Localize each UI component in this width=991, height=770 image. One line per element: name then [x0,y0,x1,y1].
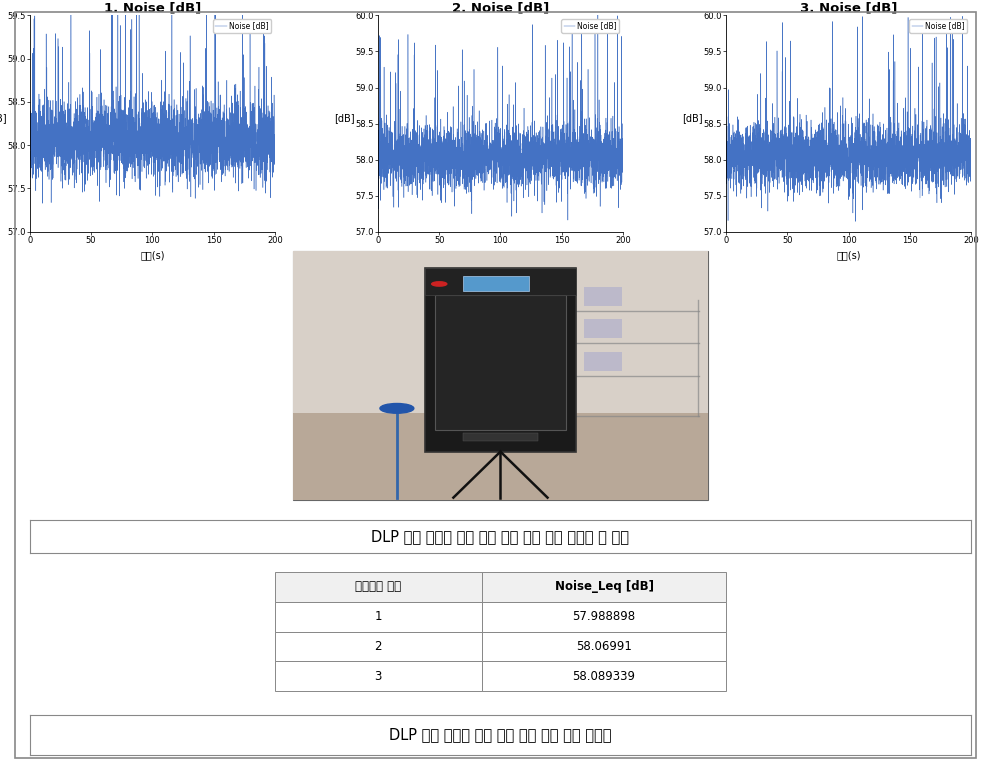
Text: DLP 또는 스캐너 광학 모듈 소음 측정 평균 데이터: DLP 또는 스캐너 광학 모듈 소음 측정 평균 데이터 [389,728,611,742]
Noise [dB] [814,155,826,164]
Title: 3. Noise [dB]: 3. Noise [dB] [800,2,897,14]
Text: 소음진동 시험: 소음진동 시험 [355,581,401,593]
Noise [dB] [37,199,49,208]
Text: 1: 1 [375,610,382,623]
Title: 2. Noise [dB]: 2. Noise [dB] [452,2,549,14]
Line: Noise [dB]: Noise [dB] [726,16,971,222]
Noise [dB] [265,124,276,133]
Bar [275,631,482,661]
Bar [482,572,726,601]
Noise [dB] [825,143,836,152]
Noise [dB] [52,146,63,156]
Noise [dB] [592,8,604,18]
Noise [dB] [935,149,946,159]
Bar [463,433,538,440]
X-axis label: 시간(s): 시간(s) [140,250,165,260]
Noise [dB] [400,136,412,146]
Title: 1. Noise [dB]: 1. Noise [dB] [104,2,201,14]
Bar [293,413,708,500]
Noise [dB] [24,127,36,136]
Noise [dB] [763,150,775,159]
Noise [dB] [129,122,141,132]
Line: Noise [dB]: Noise [dB] [378,13,623,220]
Bar [293,252,708,500]
Noise [dB] [965,161,977,170]
Bar [275,572,482,601]
Y-axis label: [dB]: [dB] [682,114,703,124]
X-axis label: 시간(s): 시간(s) [836,250,861,260]
Bar [585,319,622,338]
Text: 3: 3 [375,670,382,683]
Text: 57.988898: 57.988898 [573,610,635,623]
Noise [dB] [269,139,280,149]
Y-axis label: [dB]: [dB] [334,114,355,124]
Bar [482,601,726,631]
Noise [dB] [748,118,760,127]
Circle shape [432,282,447,286]
Bar [585,286,622,306]
Bar [434,295,567,430]
Noise [dB] [956,12,968,21]
Noise [dB] [66,126,78,136]
Noise [dB] [562,216,574,225]
Noise [dB] [466,126,478,135]
Bar [425,268,576,295]
X-axis label: 시간(s): 시간(s) [489,250,512,260]
Noise [dB] [372,169,384,178]
Bar [275,601,482,631]
Y-axis label: [dB]: [dB] [0,114,6,124]
Line: Noise [dB]: Noise [dB] [30,0,275,203]
Bar [463,276,529,291]
Text: 2: 2 [375,640,382,653]
Noise [dB] [960,165,972,174]
Noise [dB] [477,166,489,175]
Circle shape [380,403,414,413]
Noise [dB] [612,203,624,213]
Text: Noise_Leq [dB]: Noise_Leq [dB] [555,581,653,593]
Text: DLP 또는 스캐너 광학 모듈 가동 소음 측정 데이터 및 사진: DLP 또는 스캐너 광학 모듈 가동 소음 측정 데이터 및 사진 [372,529,629,544]
Legend: Noise [dB]: Noise [dB] [910,19,967,33]
Legend: Noise [dB]: Noise [dB] [561,19,619,33]
Bar [275,661,482,691]
Noise [dB] [617,177,629,186]
Bar [585,352,622,370]
Text: 58.06991: 58.06991 [576,640,632,653]
Noise [dB] [118,149,130,158]
Noise [dB] [414,185,426,194]
Bar [482,631,726,661]
Bar [482,661,726,691]
Noise [dB] [586,132,598,142]
Noise [dB] [238,109,250,118]
Noise [dB] [720,159,732,168]
Legend: Noise [dB]: Noise [dB] [213,19,272,33]
Noise [dB] [849,217,861,226]
Text: 58.089339: 58.089339 [573,670,635,683]
Bar [293,252,708,413]
Bar [425,268,576,452]
